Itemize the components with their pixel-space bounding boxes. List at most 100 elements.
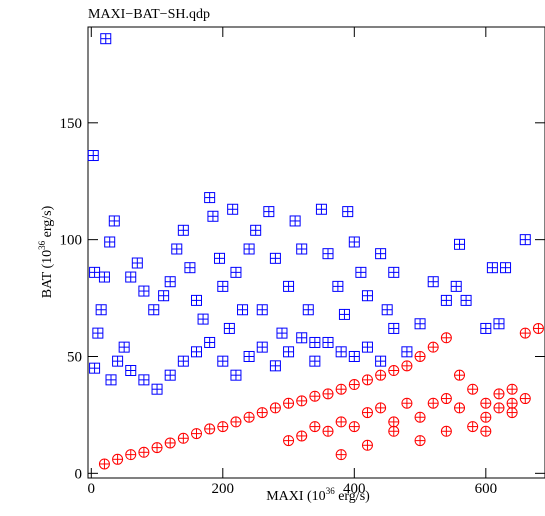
data-point [177,355,189,367]
data-point [454,369,466,381]
data-point [519,393,531,405]
y-tick: 100 [60,233,545,249]
data-point [348,379,360,391]
data-point [131,257,143,269]
data-point [519,327,531,339]
data-point [375,369,387,381]
data-point [184,262,196,274]
data-point [335,416,347,428]
data-point [269,402,281,414]
data-point [309,421,321,433]
data-point [164,437,176,449]
data-point [296,332,308,344]
data-point [315,203,327,215]
data-point [112,355,124,367]
data-point [289,215,301,227]
x-tick-label: 600 [475,481,498,497]
data-point [335,346,347,358]
data-point [207,210,219,222]
data-point [197,313,209,325]
data-point [375,248,387,260]
data-point [217,421,229,433]
data-point [335,383,347,395]
data-point [401,346,413,358]
x-tick-label: 400 [343,481,366,497]
data-point [125,271,137,283]
data-point [104,236,116,248]
data-point [151,383,163,395]
plot-frame [87,26,545,479]
data-point [519,234,531,246]
data-point [105,374,117,386]
data-point [87,150,99,162]
data-point [204,336,216,348]
data-point [322,388,334,400]
data-point [506,407,518,419]
data-point [243,350,255,362]
data-point [342,206,354,218]
data-point [148,304,160,316]
data-point [454,238,466,250]
data-point [460,294,472,306]
data-point [217,355,229,367]
data-point [348,421,360,433]
data-point [158,290,170,302]
data-point [243,411,255,423]
data-point [92,327,104,339]
data-point [230,266,242,278]
data-point [414,350,426,362]
data-point [89,266,101,278]
data-point [355,266,367,278]
data-point [190,428,202,440]
data-point [250,224,262,236]
x-tick: 0 [88,27,96,497]
data-point [138,446,150,458]
data-point [98,271,110,283]
data-point [309,355,321,367]
data-point [480,322,492,334]
data-point [118,341,130,353]
data-point [112,453,124,465]
data-point [388,416,400,428]
data-point [263,206,275,218]
data-point [338,308,350,320]
data-point [450,280,462,292]
data-point [361,290,373,302]
data-point [375,402,387,414]
y-tick-label: 150 [60,116,83,132]
x-tick-label: 200 [212,481,235,497]
data-point [230,416,242,428]
data-point [256,341,268,353]
y-axis-label: BAT (1036 erg/s) [37,205,55,298]
data-point [171,243,183,255]
data-point [204,192,216,204]
x-tick: 600 [475,27,498,497]
data-point [89,362,101,374]
data-point [269,252,281,264]
data-point [361,439,373,451]
data-point [177,432,189,444]
data-point [480,425,492,437]
data-point [335,449,347,461]
series-2 [98,322,544,470]
y-tick: 0 [75,466,545,482]
data-point [204,423,216,435]
series-1 [87,33,531,395]
data-point [296,430,308,442]
data-point [480,411,492,423]
data-point [414,411,426,423]
axis-ticks: 0 200 400 600 0 50 100 150 [60,27,545,497]
data-point [296,395,308,407]
data-point [493,388,505,400]
data-point [388,365,400,377]
x-tick-label: 0 [88,481,96,497]
data-point [440,332,452,344]
data-point [361,341,373,353]
y-tick: 50 [67,349,545,365]
data-point [190,294,202,306]
data-point [164,276,176,288]
data-point [223,322,235,334]
data-point [296,243,308,255]
data-point [190,346,202,358]
